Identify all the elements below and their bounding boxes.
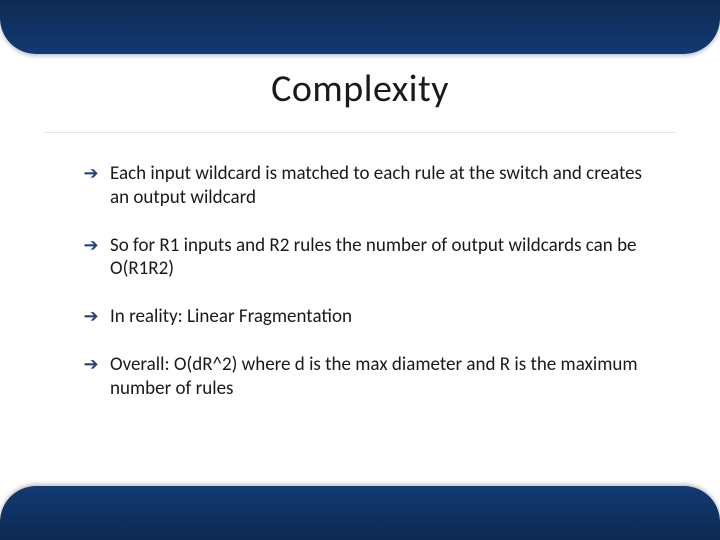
- bullet-text: So for R1 inputs and R2 rules the number…: [110, 234, 660, 282]
- bullet-item: ➔ So for R1 inputs and R2 rules the numb…: [82, 234, 660, 282]
- bullet-arrow-icon: ➔: [82, 353, 100, 376]
- bullet-arrow-icon: ➔: [82, 162, 100, 185]
- bullet-item: ➔ Each input wildcard is matched to each…: [82, 162, 660, 210]
- bullet-item: ➔ Overall: O(dR^2) where d is the max di…: [82, 353, 660, 401]
- bullet-arrow-icon: ➔: [82, 305, 100, 328]
- bullet-text: Overall: O(dR^2) where d is the max diam…: [110, 353, 660, 401]
- bullet-text: In reality: Linear Fragmentation: [110, 305, 660, 329]
- bullet-text: Each input wildcard is matched to each r…: [110, 162, 660, 210]
- bottom-band: [0, 486, 720, 540]
- slide-title: Complexity: [0, 66, 720, 112]
- bullet-item: ➔ In reality: Linear Fragmentation: [82, 305, 660, 329]
- slide-body: ➔ Each input wildcard is matched to each…: [82, 162, 660, 400]
- title-divider: [44, 132, 676, 133]
- slide: Complexity ➔ Each input wildcard is matc…: [0, 0, 720, 540]
- bullet-arrow-icon: ➔: [82, 234, 100, 257]
- top-band: [0, 0, 720, 54]
